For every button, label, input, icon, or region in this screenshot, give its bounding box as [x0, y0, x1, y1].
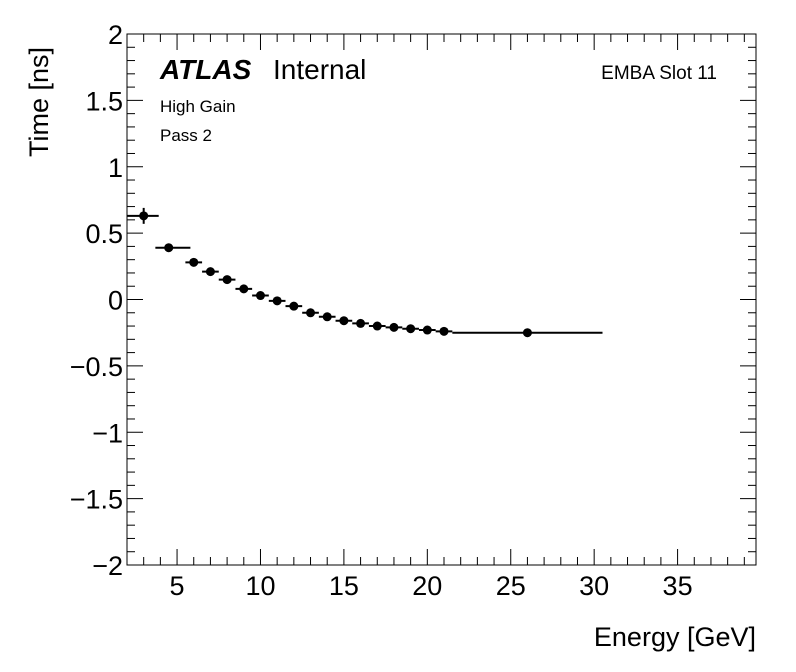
data-series	[127, 207, 603, 338]
data-point	[452, 328, 603, 338]
data-marker	[406, 324, 416, 334]
x-tick-label: 10	[245, 571, 275, 601]
data-marker	[522, 328, 532, 338]
data-point	[302, 308, 319, 318]
data-point	[235, 284, 253, 294]
data-point	[252, 291, 269, 301]
data-point	[402, 324, 419, 334]
y-tick-label: 2	[108, 20, 123, 50]
x-tick-label: 20	[412, 571, 442, 601]
data-point	[368, 321, 386, 331]
pass-label: Pass 2	[160, 126, 212, 145]
y-tick-label: 1.5	[85, 86, 123, 116]
data-point	[385, 322, 403, 332]
data-point	[352, 318, 369, 328]
data-point	[335, 316, 353, 326]
x-tick-label: 30	[579, 571, 609, 601]
data-marker	[222, 275, 232, 285]
y-tick-label: 1	[108, 153, 123, 183]
data-point	[268, 296, 286, 306]
y-tick-label: −2	[92, 551, 123, 581]
x-tick-label: 15	[329, 571, 359, 601]
data-marker	[422, 325, 432, 335]
y-tick-label: −1	[92, 418, 123, 448]
data-marker	[205, 267, 215, 277]
x-tick-labels: 5 10 15 20 25 30 35	[170, 571, 693, 601]
data-marker	[356, 318, 366, 328]
x-tick-label: 25	[496, 571, 526, 601]
data-marker	[339, 316, 349, 326]
data-point	[418, 325, 436, 335]
data-marker	[306, 308, 316, 318]
data-point	[155, 243, 191, 253]
data-marker	[439, 326, 449, 336]
data-marker	[322, 312, 332, 322]
data-point	[185, 257, 203, 267]
data-point	[127, 207, 159, 224]
y-tick-label: −0.5	[70, 352, 123, 382]
y-tick-label: −1.5	[70, 485, 123, 515]
module-label: EMBA Slot 11	[601, 63, 717, 84]
tick-marks	[126, 33, 756, 566]
y-tick-label: 0.5	[85, 219, 123, 249]
atlas-label: ATLAS	[159, 54, 252, 85]
data-marker	[289, 301, 299, 311]
data-point	[202, 267, 219, 277]
data-point	[218, 275, 236, 285]
gain-label: High Gain	[160, 97, 236, 116]
x-tick-label: 35	[663, 571, 693, 601]
data-point	[285, 301, 303, 311]
y-tick-labels: −2 −1.5 −1 −0.5 0 0.5 1 1.5 2	[70, 20, 123, 581]
data-point	[318, 312, 336, 322]
data-marker	[139, 211, 149, 221]
y-tick-label: 0	[108, 286, 123, 316]
atlas-status-label: Internal	[273, 54, 366, 85]
data-marker	[389, 322, 399, 332]
data-marker	[372, 321, 382, 331]
data-marker	[164, 243, 174, 253]
x-axis-title: Energy [GeV]	[594, 622, 756, 652]
data-marker	[255, 291, 265, 301]
data-marker	[189, 257, 199, 267]
x-tick-label: 5	[170, 571, 185, 601]
data-marker	[272, 296, 282, 306]
y-axis-title: Time [ns]	[24, 47, 54, 157]
data-point	[435, 326, 453, 336]
data-marker	[239, 284, 249, 294]
